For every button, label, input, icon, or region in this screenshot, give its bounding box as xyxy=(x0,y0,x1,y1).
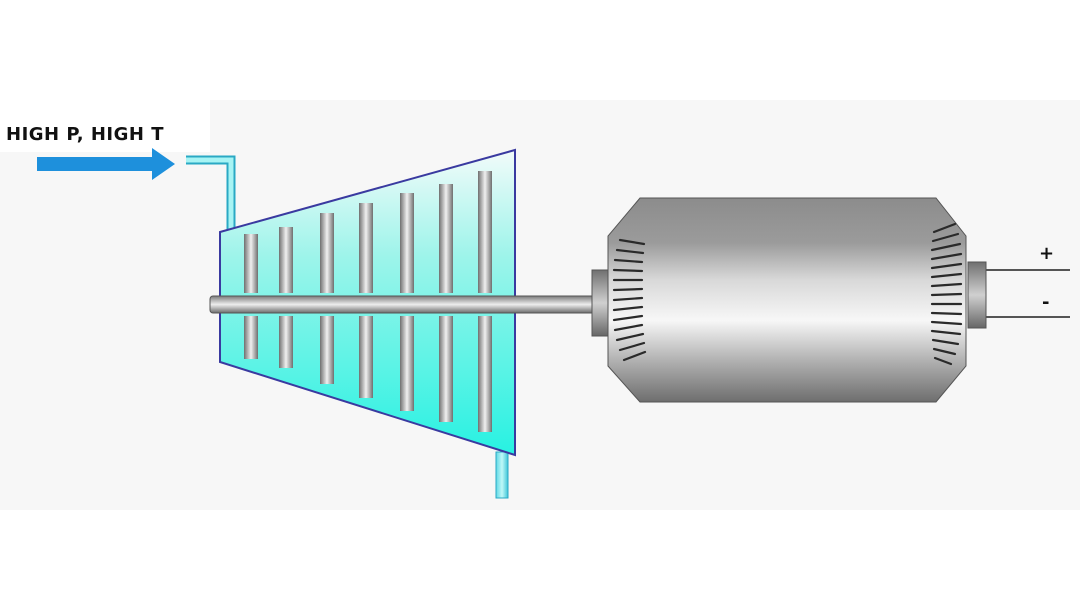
inlet-pipe xyxy=(186,155,236,232)
inlet-condition-label: HIGH P, HIGH T xyxy=(6,124,165,145)
negative-terminal-label: - xyxy=(1042,292,1050,313)
generator-icon xyxy=(591,197,1070,403)
generator-vents-left xyxy=(612,238,647,362)
label-backdrop xyxy=(0,100,210,152)
generator-vents-right xyxy=(930,222,963,366)
positive-terminal-label: + xyxy=(1039,243,1055,264)
turbine-shaft xyxy=(209,295,599,314)
flow-arrow-icon xyxy=(37,148,175,180)
turbine-blades-upper xyxy=(244,171,492,293)
generator-right-flange xyxy=(967,261,987,329)
turbine-icon xyxy=(209,148,599,457)
terminal-leads xyxy=(986,269,1070,318)
turbine-blades-lower xyxy=(244,316,492,432)
generator-body xyxy=(607,197,967,403)
outlet-pipe xyxy=(495,451,509,499)
